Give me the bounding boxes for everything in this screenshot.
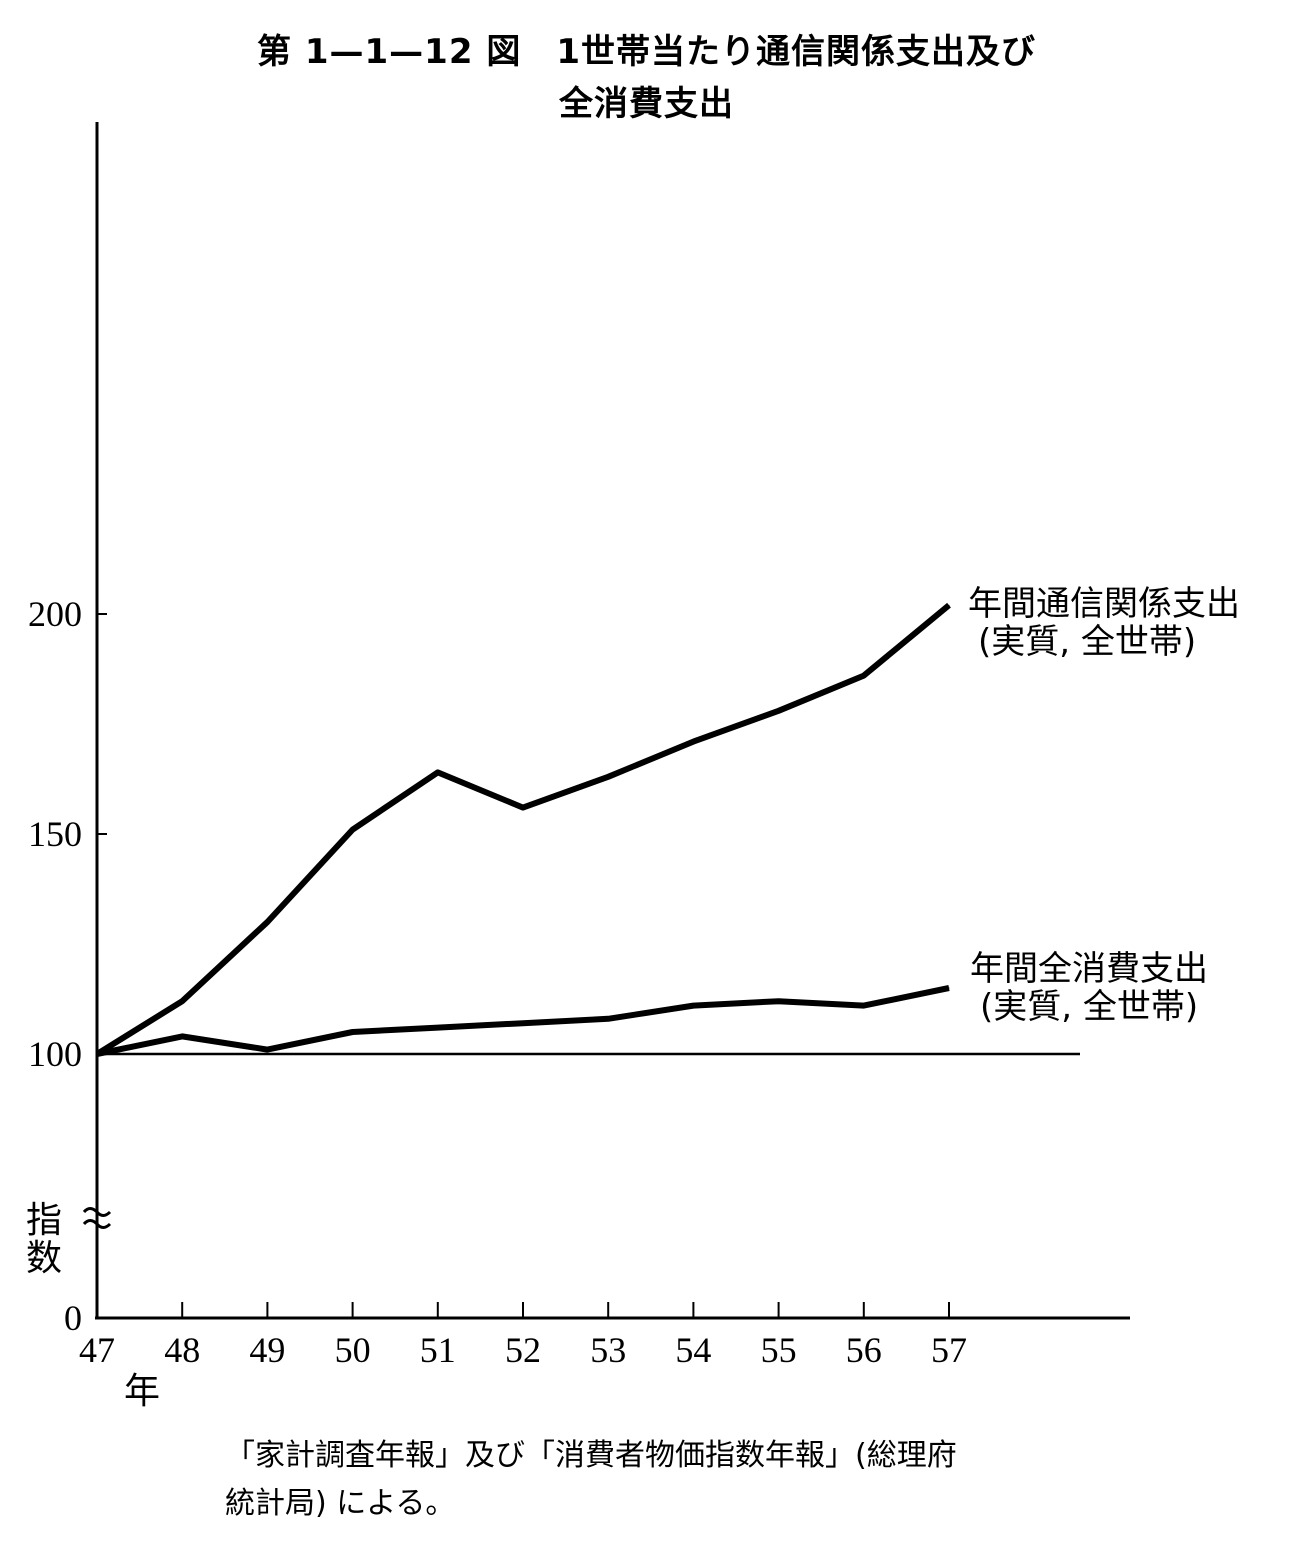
axis-break-icon: [82, 1207, 112, 1229]
series-2-point-50: [352, 1031, 354, 1033]
series-1-point-57: [948, 604, 950, 606]
series-2-point-56: [863, 1005, 865, 1007]
series-2-point-57: [948, 987, 950, 989]
series-1-label: 年間通信関係支出: [968, 584, 1240, 624]
series-2-point-55: [778, 1000, 780, 1002]
series-1-point-50: [352, 829, 354, 831]
x-tick-label-47: 47: [79, 1330, 115, 1370]
y-tick-label-150: 150: [28, 814, 82, 854]
series-2-point-51: [437, 1027, 439, 1029]
y-tick-label-0: 0: [64, 1298, 82, 1338]
series-1-point-56: [863, 675, 865, 677]
series-line-2: [96, 985, 950, 1057]
series-1-sublabel: (実質, 全世帯): [978, 622, 1196, 662]
series-2-point-53: [607, 1018, 609, 1020]
x-tick-label-48: 48: [164, 1330, 200, 1370]
x-tick-label-49: 49: [249, 1330, 285, 1370]
series-1-point-48: [181, 1000, 183, 1002]
series-1-point-51: [437, 771, 439, 773]
x-tick-label-51: 51: [420, 1330, 456, 1370]
series-1-point-53: [607, 776, 609, 778]
series-line-1: [95, 602, 951, 1057]
x-tick-label-57: 57: [931, 1330, 967, 1370]
line-chart: 0 100 150 200 47 48 49 50 51 52 53 54 55 56 57 年間通信関係…: [26, 122, 1240, 1412]
y-axis-label-bottom: 数: [26, 1238, 62, 1279]
chart-title-line2: 全消費支出: [559, 84, 734, 124]
x-tick-label-53: 53: [590, 1330, 626, 1370]
series-1-point-54: [692, 741, 694, 743]
x-tick-label-52: 52: [505, 1330, 541, 1370]
series-2-point-54: [692, 1005, 694, 1007]
series-2-point-52: [522, 1022, 524, 1024]
y-axis-label-top: 指: [26, 1200, 62, 1241]
series-1-point-52: [522, 807, 524, 809]
x-axis-unit-label: 年: [124, 1371, 160, 1412]
y-tick-label-100: 100: [28, 1034, 82, 1074]
series-2-label: 年間全消費支出: [970, 949, 1208, 989]
x-tick-label-50: 50: [335, 1330, 371, 1370]
y-tick-label-200: 200: [28, 594, 82, 634]
x-tick-label-56: 56: [846, 1330, 882, 1370]
source-note-line2: 統計局) による。: [225, 1486, 456, 1521]
series-2-point-49: [266, 1049, 268, 1051]
series-1-point-55: [778, 710, 780, 712]
x-tick-label-54: 54: [675, 1330, 711, 1370]
chart-title-line1: 第 1—1—12 図 1世帯当たり通信関係支出及び: [257, 32, 1036, 72]
series-1-point-49: [266, 921, 268, 923]
series-2-point-47: [96, 1053, 98, 1055]
series-2-point-48: [181, 1035, 183, 1037]
source-note-line1: 「家計調査年報」及び「消費者物価指数年報」(総理府: [225, 1438, 957, 1473]
series-2-sublabel: (実質, 全世帯): [980, 987, 1198, 1027]
x-tick-label-55: 55: [761, 1330, 797, 1370]
